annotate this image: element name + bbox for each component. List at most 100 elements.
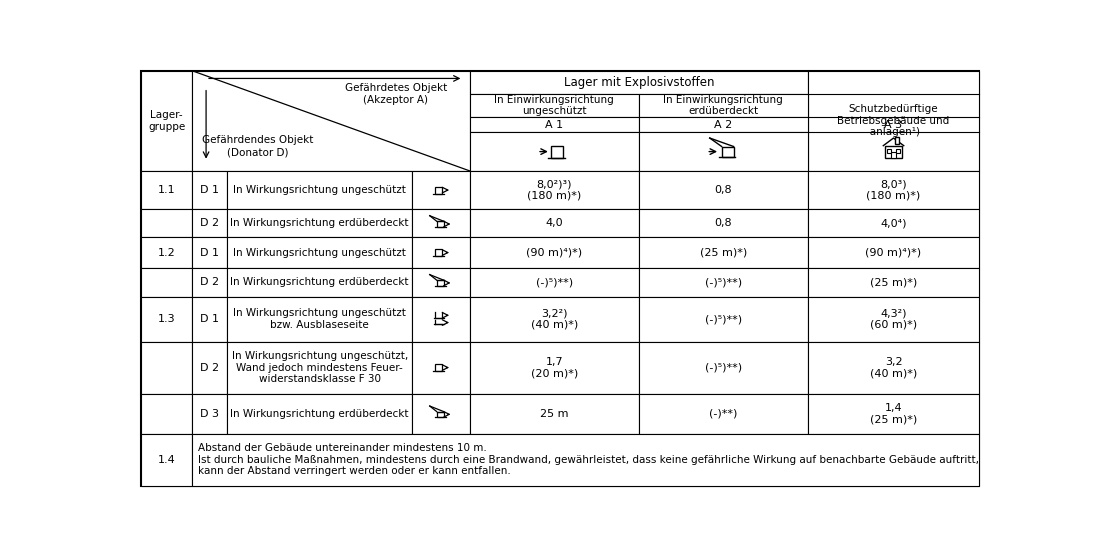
Bar	[412, 296, 470, 342]
Bar	[437, 412, 444, 417]
Text: Lager mit Explosivstoffen: Lager mit Explosivstoffen	[564, 76, 714, 89]
Text: In Wirkungsrichtung erdüberdeckt: In Wirkungsrichtung erdüberdeckt	[231, 409, 409, 419]
Bar	[638, 209, 808, 237]
Text: 1.3: 1.3	[157, 314, 176, 324]
Bar	[435, 249, 443, 256]
Text: In Wirkungsrichtung ungeschützt
bzw. Ausblaseseite: In Wirkungsrichtung ungeschützt bzw. Aus…	[233, 309, 407, 330]
Bar	[192, 296, 227, 342]
Bar	[192, 268, 227, 296]
Text: In Wirkungsrichtung erdüberdeckt: In Wirkungsrichtung erdüberdeckt	[231, 277, 409, 287]
Bar	[638, 268, 808, 296]
Text: 0,8: 0,8	[715, 185, 732, 195]
Text: 8,0³)
(180 m)*): 8,0³) (180 m)*)	[867, 179, 920, 201]
Text: 1.4: 1.4	[157, 455, 176, 464]
Bar	[437, 280, 444, 285]
Text: 3,2
(40 m)*): 3,2 (40 m)*)	[870, 356, 917, 379]
Text: 1,4
(25 m)*): 1,4 (25 m)*)	[870, 403, 917, 424]
Bar	[638, 171, 808, 209]
Bar	[808, 209, 979, 237]
Text: 0,8: 0,8	[715, 218, 732, 228]
Bar	[141, 268, 192, 296]
Text: D 1: D 1	[200, 247, 220, 257]
Text: D 1: D 1	[200, 314, 220, 324]
Text: Abstand der Gebäude untereinander mindestens 10 m.
Ist durch bauliche Maßnahmen,: Abstand der Gebäude untereinander mindes…	[198, 443, 979, 476]
Text: In Wirkungsrichtung ungeschützt: In Wirkungsrichtung ungeschützt	[233, 185, 407, 195]
Bar	[638, 117, 808, 132]
Bar	[227, 296, 412, 342]
Text: (90 m)⁴)*): (90 m)⁴)*)	[526, 247, 583, 257]
Bar	[638, 393, 808, 434]
Bar	[227, 268, 412, 296]
Text: Lager-
gruppe: Lager- gruppe	[148, 110, 186, 132]
Bar	[412, 171, 470, 209]
Bar	[141, 71, 192, 171]
Text: 3,2²)
(40 m)*): 3,2²) (40 m)*)	[530, 309, 578, 330]
Text: (-)⁵)**): (-)⁵)**)	[705, 363, 742, 372]
Text: D 2: D 2	[200, 363, 220, 372]
Bar	[470, 132, 638, 171]
Text: D 2: D 2	[200, 218, 220, 228]
Text: 4,3²)
(60 m)*): 4,3²) (60 m)*)	[870, 309, 917, 330]
Bar	[891, 152, 896, 158]
Bar	[141, 393, 192, 434]
Text: In Wirkungsrichtung ungeschützt,
Wand jedoch mindestens Feuer-
widerstandsklasse: In Wirkungsrichtung ungeschützt, Wand je…	[232, 351, 408, 384]
Bar	[886, 149, 891, 153]
Bar	[470, 209, 638, 237]
Text: (25 m)*): (25 m)*)	[700, 247, 747, 257]
Text: (-)⁵)**): (-)⁵)**)	[705, 314, 742, 324]
Bar	[721, 147, 733, 156]
Bar	[470, 171, 638, 209]
Text: In Einwirkungsrichtung
ungeschützt: In Einwirkungsrichtung ungeschützt	[494, 95, 614, 116]
Text: 25 m: 25 m	[540, 409, 568, 419]
Text: (25 m)*): (25 m)*)	[870, 277, 917, 287]
Bar	[470, 393, 638, 434]
Text: Gefährdendes Objekt
(Donator D): Gefährdendes Objekt (Donator D)	[202, 136, 314, 157]
Bar	[192, 209, 227, 237]
Bar	[412, 342, 470, 393]
Bar	[227, 237, 412, 268]
Bar	[227, 209, 412, 237]
Bar	[808, 171, 979, 209]
Bar	[638, 132, 808, 171]
Bar	[192, 434, 979, 486]
Text: 1.2: 1.2	[157, 247, 176, 257]
Bar	[895, 137, 898, 144]
Bar	[227, 342, 412, 393]
Text: (90 m)⁴)*): (90 m)⁴)*)	[866, 247, 921, 257]
Bar	[638, 94, 808, 117]
Bar	[192, 237, 227, 268]
Bar	[470, 296, 638, 342]
Bar	[638, 342, 808, 393]
Bar	[896, 149, 901, 153]
Bar	[885, 145, 902, 158]
Bar	[470, 71, 808, 94]
Bar	[638, 296, 808, 342]
Text: D 1: D 1	[200, 185, 220, 195]
Bar	[141, 342, 192, 393]
Bar	[192, 71, 470, 171]
Bar	[808, 393, 979, 434]
Bar	[808, 71, 979, 171]
Text: Gefährdetes Objekt
(Akzeptor A): Gefährdetes Objekt (Akzeptor A)	[344, 83, 447, 105]
Bar	[141, 237, 192, 268]
Bar	[808, 342, 979, 393]
Text: 1.1: 1.1	[157, 185, 176, 195]
Text: (-)⁵)**): (-)⁵)**)	[536, 277, 573, 287]
Bar	[412, 393, 470, 434]
Text: In Wirkungsrichtung erdüberdeckt: In Wirkungsrichtung erdüberdeckt	[231, 218, 409, 228]
Bar	[192, 393, 227, 434]
Text: A 2: A 2	[714, 120, 732, 129]
Bar	[638, 237, 808, 268]
Text: (-)**): (-)**)	[709, 409, 738, 419]
Text: A 1: A 1	[545, 120, 563, 129]
Bar	[437, 222, 444, 227]
Bar	[470, 237, 638, 268]
Bar	[435, 364, 443, 371]
Bar	[192, 171, 227, 209]
Text: 4,0⁴): 4,0⁴)	[880, 218, 907, 228]
Bar	[412, 209, 470, 237]
Bar	[470, 342, 638, 393]
Bar	[141, 209, 192, 237]
Text: D 3: D 3	[200, 409, 220, 419]
Bar	[808, 296, 979, 342]
